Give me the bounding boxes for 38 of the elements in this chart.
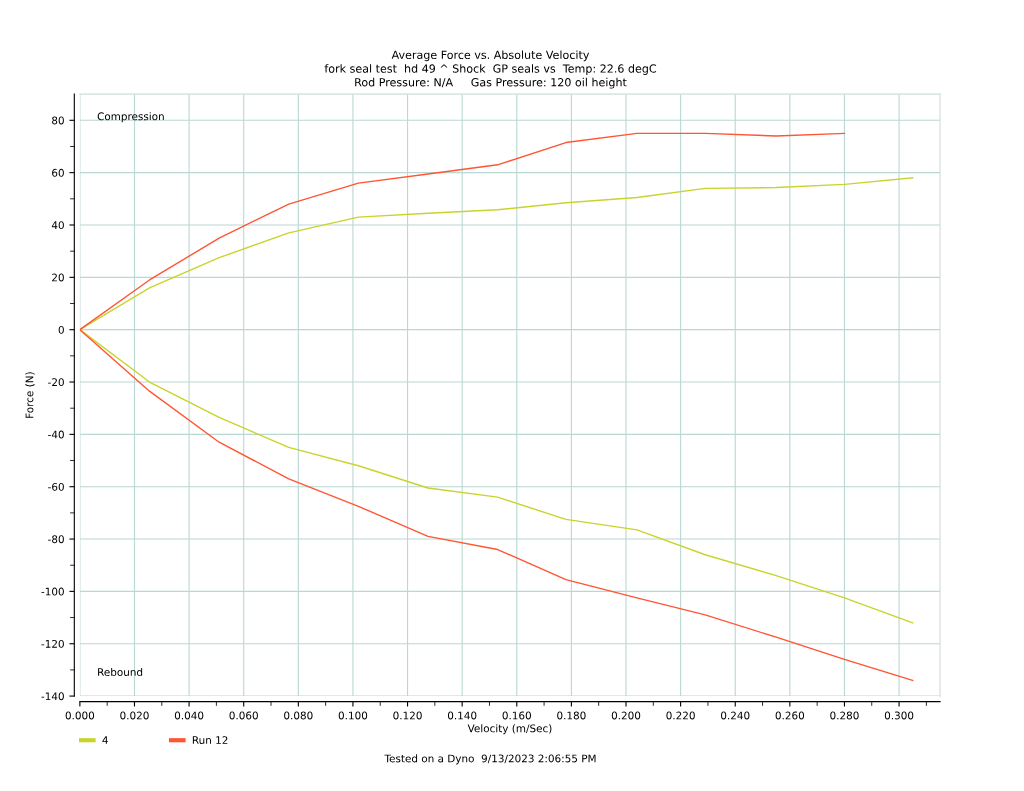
x-tick-label: 0.180 [557, 711, 586, 720]
y-tick-label: 0 [58, 325, 64, 334]
x-tick-label: 0.160 [502, 711, 531, 720]
x-tick-label: 0.140 [447, 711, 477, 720]
x-axis-title: Velocity (m/Sec) [467, 724, 552, 735]
x-tick-label: 0.280 [830, 711, 859, 720]
y-tick-label: -60 [48, 482, 64, 491]
chart-title: Average Force vs. Absolute Velocity [391, 50, 590, 62]
x-tick-label: 0.040 [174, 711, 204, 720]
y-tick-label: 60 [52, 168, 64, 177]
x-tick-label: 0.240 [721, 711, 750, 720]
y-tick-label: -120 [41, 639, 64, 648]
y-tick-label: -140 [41, 692, 64, 701]
y-tick-label: -40 [48, 430, 64, 439]
x-tick-label: 0.220 [666, 711, 695, 720]
x-tick-label: 0.200 [611, 711, 641, 720]
x-tick-label: 0.120 [393, 711, 422, 720]
y-tick-label: -100 [41, 587, 64, 596]
chart-subtitle: fork seal test hd 49 ^ Shock GP seals vs Temp: 22.6 degC Rod Pressure: N/A Gas Pressure: 120 oil height [324, 64, 657, 89]
y-tick-label: -20 [48, 378, 64, 387]
x-tick-label: 0.100 [338, 711, 368, 720]
line-series [79, 132, 914, 682]
x-tick-label: 0.260 [775, 711, 805, 720]
x-tick-label: 0.080 [284, 711, 313, 720]
x-tick-label: 0.300 [884, 711, 914, 720]
y-tick-label: 20 [52, 273, 64, 282]
y-tick-label: 40 [51, 221, 64, 230]
legend-label: 4 [102, 736, 108, 744]
annotation: Compression [97, 112, 164, 123]
x-tick-label: 0.020 [120, 711, 149, 720]
text: Tested on a Dyno 9/13/2023 2:06:55 PM [384, 754, 596, 765]
y-tick-label: -80 [48, 535, 64, 544]
legend-label: Run 12 [192, 736, 228, 745]
x-tick-label: 0.060 [229, 711, 258, 720]
y-tick-label: 80 [52, 116, 64, 125]
y-axis-title: Force (N) [25, 372, 35, 418]
x-tick-label: 0.000 [65, 711, 95, 720]
annotation: Rebound [98, 667, 143, 676]
